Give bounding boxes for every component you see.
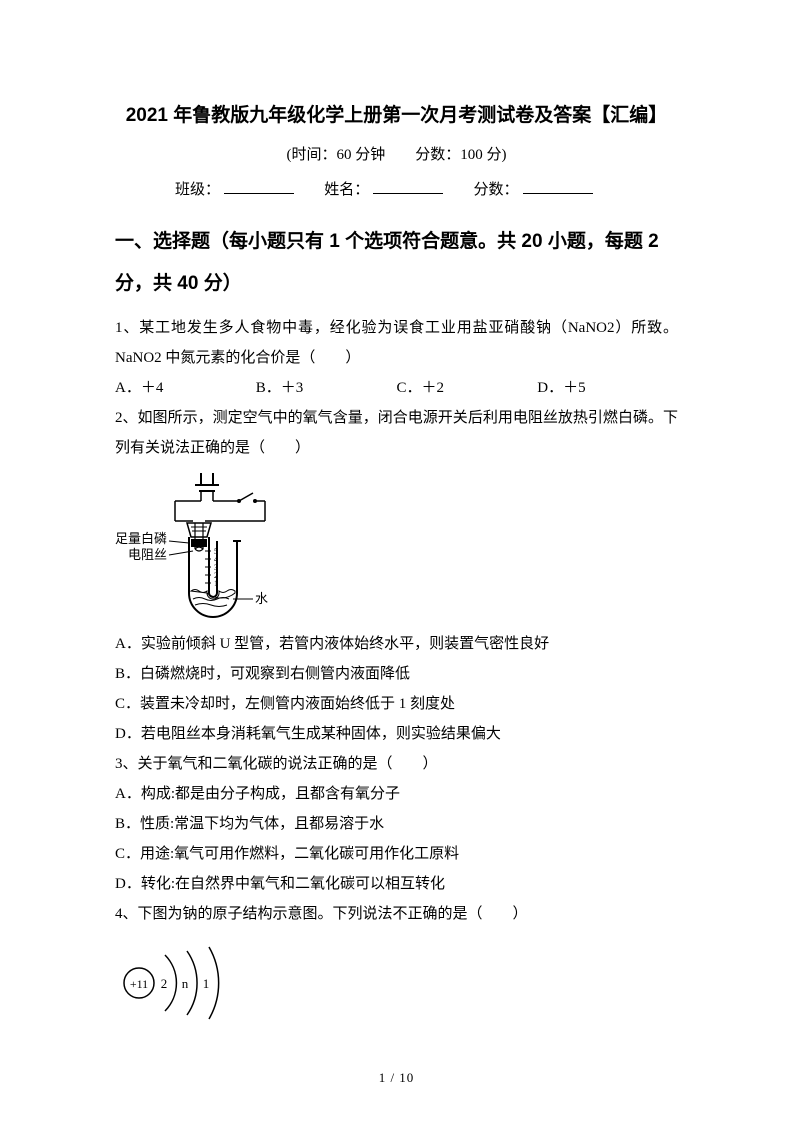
- q4-atom-svg: +11 2 n 1: [115, 943, 275, 1023]
- name-blank: [373, 178, 443, 194]
- q3-choice-a: A．构成:都是由分子构成，且都含有氧分子: [115, 779, 678, 809]
- q4-nucleus-label: +11: [130, 977, 148, 991]
- q4-shell-1: 2: [161, 976, 168, 991]
- q3-choice-b: B．性质:常温下均为气体，且都易溶于水: [115, 809, 678, 839]
- q4-figure: +11 2 n 1: [115, 943, 678, 1023]
- q2-choice-b: B．白磷燃烧时，可观察到右侧管内液面降低: [115, 659, 678, 689]
- q2-apparatus-svg: 5 4 3 2 1 足量白磷 电阻丝 水: [115, 471, 315, 621]
- class-label: 班级：: [175, 182, 220, 198]
- score-label: 分数：: [474, 182, 519, 198]
- page-number: 1 / 10: [0, 1070, 793, 1086]
- class-blank: [224, 178, 294, 194]
- q1-choice-d: D．＋5: [537, 373, 678, 403]
- doc-title: 2021 年鲁教版九年级化学上册第一次月考测试卷及答案【汇编】: [115, 100, 678, 127]
- q4-stem: 4、下图为钠的原子结构示意图。下列说法不正确的是（ ）: [115, 899, 678, 929]
- q4-shell-2: n: [182, 976, 189, 991]
- name-label: 姓名：: [324, 182, 369, 198]
- q2-label-wire: 电阻丝: [128, 547, 167, 562]
- doc-subtitle: (时间：60 分钟 分数：100 分): [115, 143, 678, 164]
- q2-figure: 5 4 3 2 1 足量白磷 电阻丝 水: [115, 471, 678, 621]
- q2-label-water: 水: [255, 591, 268, 606]
- q2-choice-c: C．装置未冷却时，左侧管内液面始终低于 1 刻度处: [115, 689, 678, 719]
- q3-stem: 3、关于氧气和二氧化碳的说法正确的是（ ）: [115, 749, 678, 779]
- q3-choice-d: D．转化:在自然界中氧气和二氧化碳可以相互转化: [115, 869, 678, 899]
- q1-choice-a: A．＋4: [115, 373, 256, 403]
- q1-choice-c: C．＋2: [397, 373, 538, 403]
- q1-choices: A．＋4 B．＋3 C．＋2 D．＋5: [115, 373, 678, 403]
- q3-choice-c: C．用途:氧气可用作燃料，二氧化碳可用作化工原料: [115, 839, 678, 869]
- q2-label-phosphorus: 足量白磷: [115, 531, 167, 546]
- page: 2021 年鲁教版九年级化学上册第一次月考测试卷及答案【汇编】 (时间：60 分…: [0, 0, 793, 1122]
- q2-choice-d: D．若电阻丝本身消耗氧气生成某种固体，则实验结果偏大: [115, 719, 678, 749]
- score-blank: [523, 178, 593, 194]
- q2-choice-a: A．实验前倾斜 U 型管，若管内液体始终水平，则装置气密性良好: [115, 629, 678, 659]
- q2-stem: 2、如图所示，测定空气中的氧气含量，闭合电源开关后利用电阻丝放热引燃白磷。下列有…: [115, 403, 678, 463]
- q4-shell-3: 1: [203, 976, 210, 991]
- section-1-heading: 一、选择题（每小题只有 1 个选项符合题意。共 20 小题，每题 2 分，共 4…: [115, 221, 678, 305]
- q1-stem: 1、某工地发生多人食物中毒，经化验为误食工业用盐亚硝酸钠（NaNO2）所致。Na…: [115, 313, 678, 373]
- q1-choice-b: B．＋3: [256, 373, 397, 403]
- q2-scale-1: 1: [214, 579, 218, 588]
- form-line: 班级： 姓名： 分数：: [115, 178, 678, 199]
